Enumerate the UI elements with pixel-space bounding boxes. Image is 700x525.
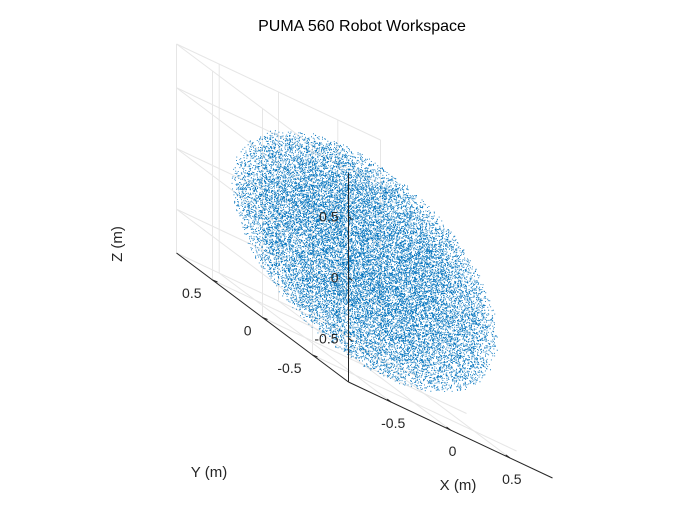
x-axis-label: X (m) (440, 477, 477, 494)
x-tick-label: 0 (449, 443, 457, 459)
ticks-layer: -0.5 0 0.5 -0.5 0 0.5 -0.5 0 0.5 (182, 209, 522, 487)
y-tick-mark (212, 279, 218, 283)
x-tick-label: -0.5 (381, 415, 405, 431)
z-axis-label: Z (m) (109, 226, 126, 262)
z-tick-mark (348, 277, 353, 281)
y-tick-label: 0.5 (182, 285, 202, 301)
grid-line-x (218, 272, 392, 403)
x-tick-label: 0.5 (502, 471, 522, 487)
z-tick-label: 0 (331, 270, 339, 286)
grid-edge (176, 43, 349, 174)
grid-line-x (337, 328, 511, 459)
x-tick-mark (386, 398, 392, 403)
chart-title: PUMA 560 Robot Workspace (258, 18, 466, 35)
x-tick-mark (446, 426, 451, 431)
grid-edge (176, 43, 381, 141)
y-tick-label: 0 (244, 323, 252, 339)
y-axis-label: Y (m) (191, 464, 227, 481)
scatter-points (231, 130, 498, 392)
z-tick-label: -0.5 (314, 330, 338, 346)
scatter-point-cloud (231, 130, 498, 392)
y-tick-mark (312, 354, 318, 358)
y-tick-mark (262, 317, 268, 320)
z-tick-label: 0.5 (319, 209, 339, 225)
z-tick-mark (348, 337, 353, 342)
z-tick-mark (348, 216, 353, 221)
y-tick-label: -0.5 (277, 360, 301, 376)
grid-layer (176, 43, 517, 459)
x-tick-mark (505, 454, 511, 459)
